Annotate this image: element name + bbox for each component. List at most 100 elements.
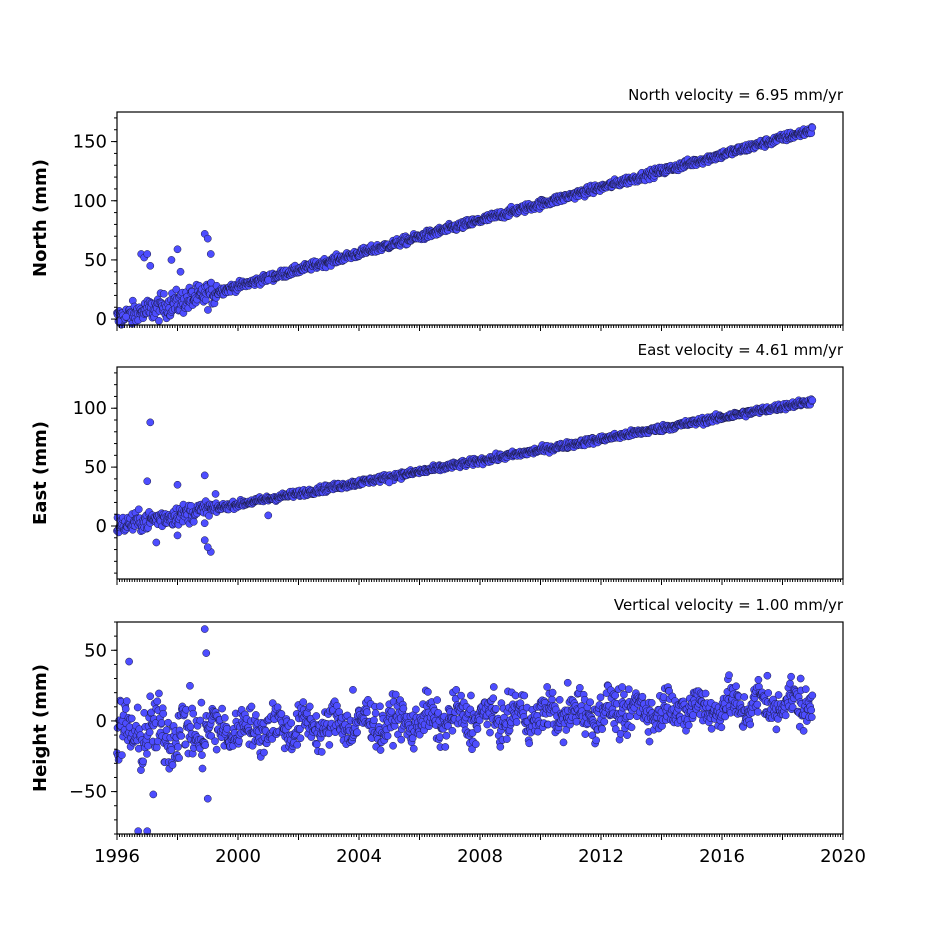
height-point — [122, 697, 131, 705]
height-point — [125, 657, 133, 666]
height-point — [442, 731, 451, 740]
height-point — [647, 699, 656, 707]
height-point — [555, 695, 564, 704]
height-point — [707, 724, 716, 733]
north-point — [167, 256, 176, 264]
height-point — [296, 734, 305, 743]
height-point — [159, 709, 168, 718]
height-point — [774, 691, 783, 699]
height-point — [201, 741, 210, 749]
height-point — [376, 746, 385, 754]
east-ylabel: East (mm) — [30, 421, 51, 525]
height-xtick-label: 2016 — [699, 846, 745, 867]
height-point — [203, 794, 212, 803]
height-point — [763, 671, 772, 680]
north-title: North velocity = 6.95 mm/yr — [628, 86, 844, 104]
height-point — [409, 744, 418, 753]
height-point — [349, 685, 357, 694]
height-point — [559, 738, 568, 747]
east-ytick-label: 100 — [73, 398, 107, 419]
height-point — [363, 708, 371, 717]
height-point — [198, 751, 206, 759]
height-point — [175, 754, 183, 762]
north-point — [173, 245, 182, 254]
height-point — [638, 692, 647, 701]
height-panel: Vertical velocity = 1.00 mm/yr Height (m… — [30, 596, 866, 867]
height-point — [753, 700, 762, 709]
height-point — [548, 688, 557, 697]
height-point — [155, 689, 163, 698]
height-point — [118, 751, 126, 759]
north-ytick-label: 50 — [84, 250, 107, 271]
height-point — [548, 695, 556, 704]
height-point — [725, 671, 733, 680]
height-point — [162, 726, 171, 734]
height-point — [799, 727, 808, 735]
height-point — [397, 735, 406, 744]
height-point — [197, 698, 206, 707]
height-ytick-label: 0 — [96, 711, 107, 732]
height-point — [781, 711, 790, 720]
height-point — [563, 678, 572, 687]
height-point — [305, 702, 314, 711]
height-point — [572, 717, 581, 726]
north-point — [146, 261, 155, 270]
height-xtick-label: 2020 — [820, 846, 866, 867]
east-point — [189, 517, 198, 526]
north-point — [143, 250, 152, 258]
height-point — [489, 694, 498, 703]
height-point — [139, 757, 147, 766]
height-point — [186, 722, 195, 731]
height-point — [596, 693, 605, 702]
east-point — [134, 505, 143, 514]
height-point — [801, 685, 810, 694]
east-point — [200, 519, 209, 528]
north-point — [122, 312, 130, 321]
north-point — [155, 317, 163, 325]
height-point — [146, 692, 155, 701]
height-ytick-label: 50 — [84, 640, 107, 661]
height-xtick-label: 2012 — [578, 846, 624, 867]
height-point — [624, 685, 633, 694]
height-point — [412, 705, 420, 714]
height-point — [467, 691, 475, 700]
height-point — [808, 691, 817, 700]
east-point — [143, 477, 152, 486]
north-point — [176, 267, 185, 276]
east-point — [152, 538, 161, 547]
height-point — [754, 675, 763, 684]
east-point — [173, 531, 182, 540]
east-ytick-label: 50 — [84, 457, 107, 478]
height-point — [457, 691, 465, 700]
height-point — [325, 741, 334, 749]
east-point — [200, 471, 209, 480]
height-point — [452, 685, 461, 694]
height-point — [448, 726, 457, 735]
north-ytick-label: 150 — [73, 132, 107, 153]
height-point — [575, 683, 584, 692]
height-point — [525, 739, 534, 748]
height-point — [623, 731, 632, 740]
north-point — [159, 289, 168, 298]
height-point — [220, 714, 229, 722]
height-point — [371, 709, 380, 718]
height-point — [223, 724, 231, 733]
height-point — [586, 698, 595, 707]
height-point — [483, 720, 492, 729]
height-point — [143, 750, 151, 758]
height-point — [312, 740, 321, 749]
east-point — [146, 418, 155, 427]
height-point — [486, 728, 494, 737]
height-point — [764, 689, 773, 697]
east-title: East velocity = 4.61 mm/yr — [638, 341, 844, 359]
height-point — [645, 737, 654, 746]
height-point — [121, 705, 130, 713]
height-point — [312, 712, 321, 720]
height-point — [218, 704, 226, 713]
height-point — [211, 737, 219, 746]
height-point — [189, 709, 198, 718]
height-point — [376, 702, 384, 711]
height-point — [177, 732, 186, 740]
height-point — [740, 693, 749, 701]
